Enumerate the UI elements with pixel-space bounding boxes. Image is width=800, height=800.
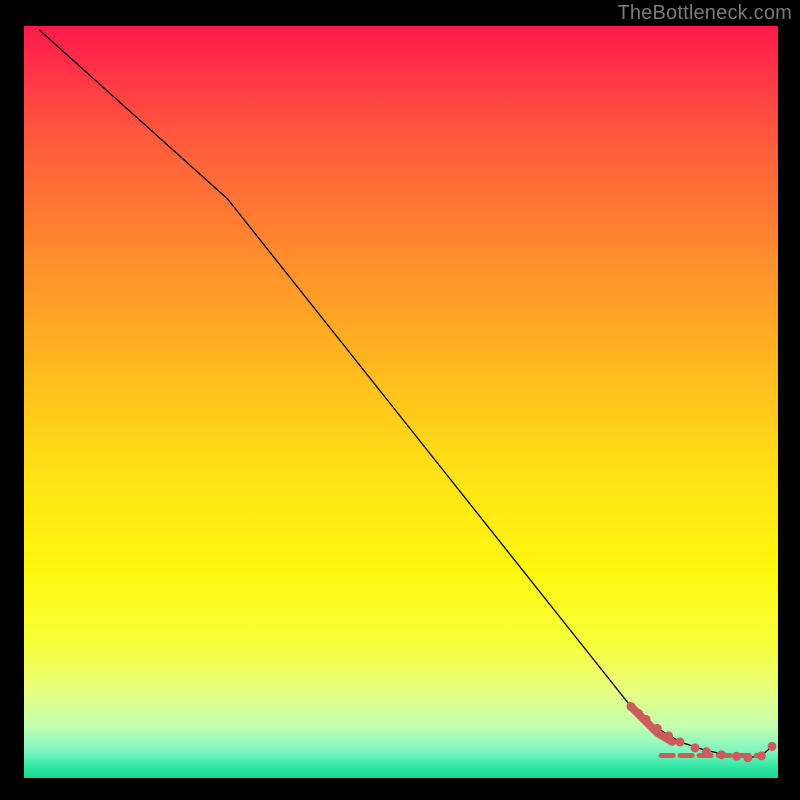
data-point: [626, 702, 635, 711]
data-point: [757, 751, 766, 760]
data-point: [675, 737, 684, 746]
watermark-text: TheBottleneck.com: [617, 2, 792, 25]
chart-canvas: TheBottleneck.com: [0, 0, 800, 800]
data-point: [702, 747, 711, 756]
data-point: [732, 752, 741, 761]
data-point: [743, 753, 752, 762]
bottleneck-chart: [0, 0, 800, 800]
data-point: [717, 750, 726, 759]
data-point: [634, 709, 643, 718]
data-point: [691, 743, 700, 752]
data-point: [653, 724, 662, 733]
data-point: [767, 742, 776, 751]
plot-area: [24, 26, 778, 778]
data-point: [664, 731, 673, 740]
data-point: [642, 715, 651, 724]
